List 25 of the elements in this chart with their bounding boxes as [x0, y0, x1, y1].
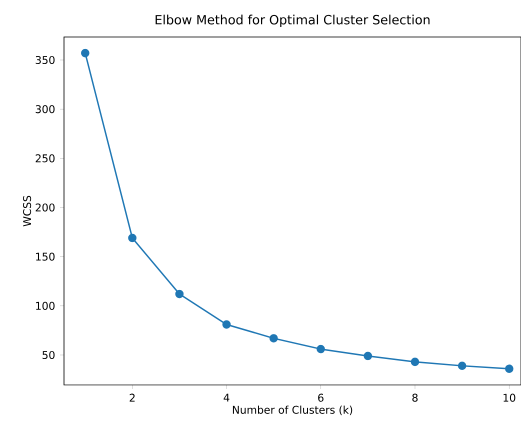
x-tick-label: 8	[412, 394, 418, 402]
point	[505, 364, 514, 373]
x-tick-label: 6	[318, 394, 324, 402]
chart-title: Elbow Method for Optimal Cluster Selection	[156, 14, 430, 27]
y-tick-label: 350	[36, 56, 55, 64]
y-tick-label: 250	[36, 154, 55, 162]
point	[458, 362, 466, 370]
y-tick-label: 100	[36, 302, 55, 310]
y-tick-label: 50	[42, 350, 55, 360]
y-axis-title: WCSS	[23, 196, 32, 226]
x-axis-title: Number of Clusters (k)	[232, 406, 352, 416]
point	[128, 234, 137, 242]
x-tick-label: 4	[224, 394, 230, 402]
point	[316, 344, 325, 354]
point	[364, 352, 372, 360]
point	[81, 48, 90, 58]
y-tick-label: 300	[36, 105, 55, 114]
point	[222, 320, 231, 329]
point	[269, 334, 278, 342]
x-tick-label: 10	[504, 394, 516, 402]
x-tick-label: 2	[130, 394, 135, 402]
y-tick-label: 200	[36, 203, 55, 212]
y-tick-label: 150	[36, 252, 55, 261]
point	[175, 290, 184, 298]
point	[410, 358, 420, 366]
